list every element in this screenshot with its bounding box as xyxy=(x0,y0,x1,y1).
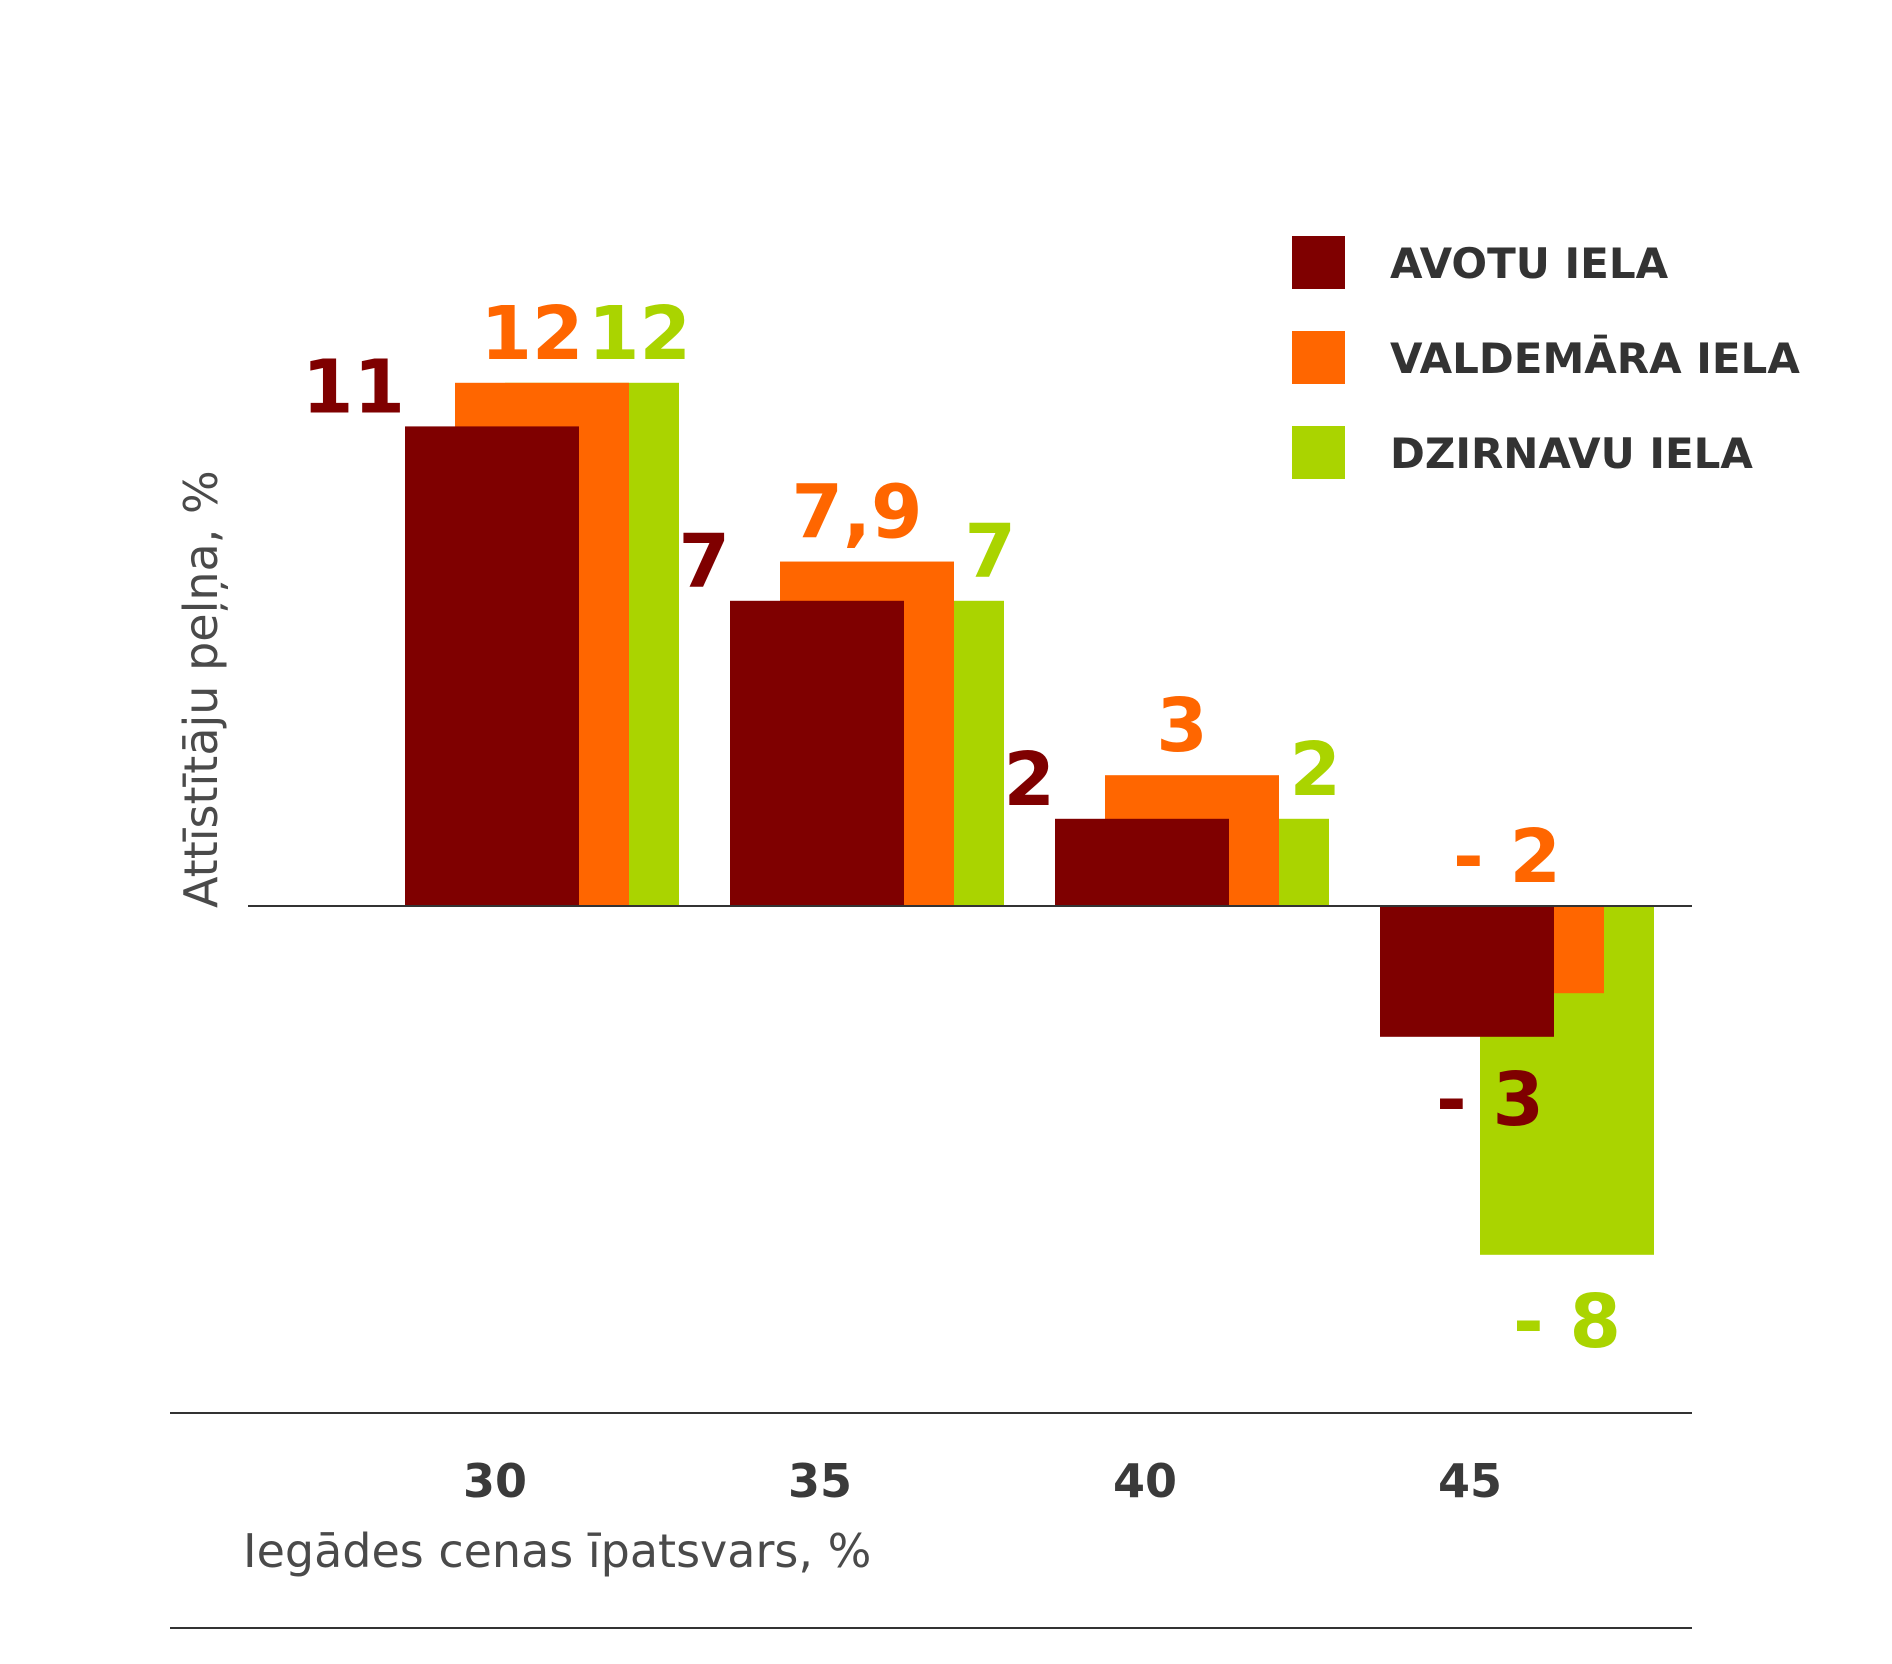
x-tick-40: 40 xyxy=(1113,1454,1177,1508)
bar-1-40 xyxy=(1055,818,1229,906)
bar-1-35 xyxy=(730,600,904,906)
bars-group xyxy=(405,382,1654,1255)
value-label-3-35: 7 xyxy=(965,509,1017,595)
y-axis-title: Attīstītāju peļņa, % xyxy=(174,470,228,908)
x-axis-title: Iegādes cenas īpatsvars, % xyxy=(243,1524,871,1578)
legend-swatch-1 xyxy=(1292,236,1345,289)
value-label-2-35: 7,9 xyxy=(791,470,922,556)
legend-swatch-3 xyxy=(1292,426,1345,479)
value-label-3-45: - 8 xyxy=(1513,1279,1621,1365)
value-label-1-30: 11 xyxy=(302,344,405,430)
value-label-2-40: 3 xyxy=(1156,683,1208,769)
x-tick-35: 35 xyxy=(788,1454,852,1508)
x-tick-45: 45 xyxy=(1438,1454,1502,1508)
bar-1-45 xyxy=(1380,906,1554,1037)
value-label-1-35: 7 xyxy=(679,519,731,605)
value-label-3-40: 2 xyxy=(1290,727,1342,813)
value-label-1-40: 2 xyxy=(1004,737,1056,823)
legend-label-3: DZIRNAVU IELA xyxy=(1390,429,1753,478)
legend-label-1: AVOTU IELA xyxy=(1390,239,1669,288)
value-label-2-45: - 2 xyxy=(1453,814,1561,900)
legend-swatch-2 xyxy=(1292,331,1345,384)
value-label-1-45: - 3 xyxy=(1436,1057,1544,1143)
x-tick-30: 30 xyxy=(463,1454,527,1508)
legend-label-2: VALDEMĀRA IELA xyxy=(1390,334,1800,383)
legend: AVOTU IELA VALDEMĀRA IELA DZIRNAVU IELA xyxy=(1292,236,1800,479)
value-labels-group: 11 7 2 - 3 12 7,9 3 - 2 12 7 2 - 8 xyxy=(302,291,1621,1365)
value-label-2-30: 12 xyxy=(481,291,584,377)
x-tick-labels: 30 35 40 45 xyxy=(463,1454,1502,1508)
bar-1-30 xyxy=(405,426,579,906)
value-label-3-30: 12 xyxy=(588,291,691,377)
